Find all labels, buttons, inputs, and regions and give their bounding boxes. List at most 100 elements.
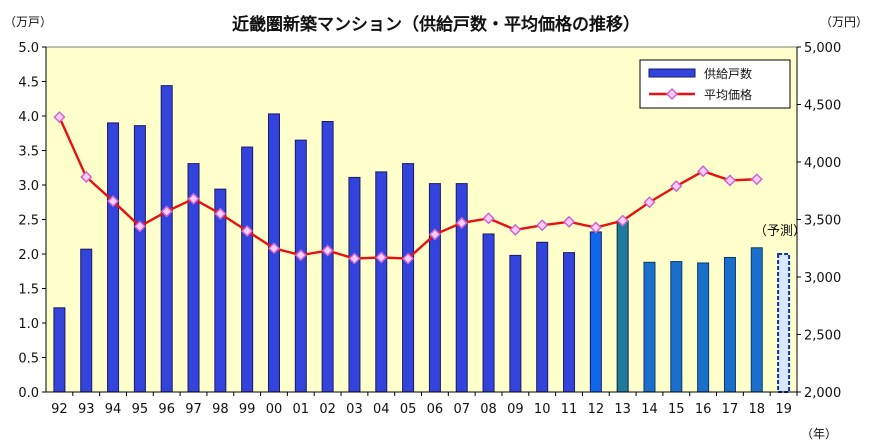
bar (670, 261, 683, 393)
price-point (160, 205, 173, 218)
legend-box (639, 59, 791, 109)
price-point (53, 111, 66, 124)
x-tick-label: 14 (641, 402, 658, 417)
left-tick-label: 1.0 (18, 317, 39, 332)
bar (563, 252, 576, 393)
legend-bar-label: 供給戸数 (704, 66, 752, 81)
x-tick-label: 11 (561, 402, 578, 417)
bar (160, 85, 173, 393)
right-tick-label: 3,000 (804, 271, 841, 286)
x-tick-label: 92 (51, 402, 68, 417)
bar (294, 139, 307, 393)
price-point (133, 220, 146, 233)
price-point (428, 228, 441, 241)
x-tick-label: 93 (78, 402, 95, 417)
bar (723, 256, 736, 393)
price-point (375, 251, 388, 264)
bar (348, 176, 361, 393)
bar (616, 220, 629, 393)
bar-forecast (777, 253, 791, 393)
price-point (723, 174, 737, 187)
x-tick-label: 00 (266, 402, 283, 417)
legend-line-marker (665, 87, 679, 101)
price-point (348, 252, 361, 265)
x-tick-label: 12 (588, 402, 605, 417)
left-tick-label: 2.0 (18, 248, 39, 263)
bar (80, 248, 93, 393)
x-tick-label: 07 (453, 402, 470, 417)
bar (589, 231, 602, 393)
legend-bar-swatch (648, 68, 696, 78)
left-tick-label: 5.0 (18, 41, 39, 56)
price-point (106, 195, 120, 208)
x-tick-label: 98 (212, 402, 229, 417)
price-point (562, 215, 576, 228)
price-point (214, 207, 227, 220)
x-tick-label: 16 (695, 402, 712, 417)
x-tick-label: 15 (668, 402, 685, 417)
left-tick-label: 4.5 (18, 76, 39, 91)
price-point (80, 170, 93, 184)
price-point (241, 224, 254, 238)
bar (643, 261, 656, 393)
x-tick-label: 06 (427, 402, 444, 417)
x-tick-label: 04 (373, 402, 390, 417)
forecast-annotation: （予測） (754, 224, 806, 239)
x-tick-label: 95 (132, 402, 149, 417)
x-tick-label: 13 (614, 402, 631, 417)
bar (133, 125, 146, 393)
x-tick-label: 99 (239, 402, 256, 417)
left-tick-label: 3.0 (18, 179, 39, 194)
price-point (294, 249, 307, 262)
bar (241, 146, 254, 393)
price-point (509, 223, 522, 236)
bar (428, 183, 441, 393)
x-tick-label: 94 (105, 402, 122, 417)
x-tick-label: 02 (319, 402, 336, 417)
x-tick-label: 19 (775, 402, 792, 417)
price-point (670, 180, 683, 193)
x-tick-label: 03 (346, 402, 363, 417)
right-axis-unit: （万円） (820, 15, 868, 29)
price-point (643, 196, 656, 209)
left-tick-label: 2.5 (18, 214, 39, 229)
legend-line-label: 平均価格 (704, 87, 752, 102)
bar (482, 233, 495, 393)
bar (321, 121, 334, 393)
left-tick-label: 4.0 (18, 110, 39, 125)
price-point (402, 252, 415, 265)
legend: 供給戸数 平均価格 (639, 59, 791, 109)
bar (402, 163, 415, 393)
left-tick-label: 3.5 (18, 145, 39, 160)
x-tick-label: 10 (534, 402, 551, 417)
x-axis-unit: （年） (801, 427, 837, 441)
price-point (589, 221, 602, 234)
x-tick-label: 17 (722, 402, 739, 417)
x-tick-label: 05 (400, 402, 417, 417)
price-point (267, 242, 281, 255)
x-tick-label: 01 (293, 402, 310, 417)
price-point (482, 212, 495, 225)
price-point (455, 216, 468, 230)
bar (697, 262, 710, 393)
x-tick-label: 09 (507, 402, 524, 417)
bar (455, 183, 468, 393)
right-tick-label: 4,000 (804, 156, 841, 171)
left-tick-label: 1.5 (18, 283, 39, 298)
price-point (697, 165, 710, 178)
bar (536, 241, 549, 393)
bar (107, 122, 120, 393)
price-point (187, 192, 200, 205)
price-point (536, 219, 549, 232)
bar (750, 247, 763, 393)
x-tick-label: 18 (748, 402, 765, 417)
x-tick-label: 97 (185, 402, 202, 417)
left-tick-label: 0.0 (18, 386, 39, 401)
left-axis-unit: （万戸） (4, 15, 52, 29)
bar (509, 254, 522, 393)
x-tick-label: 08 (480, 402, 497, 417)
chart-title: 近畿圏新築マンション（供給戸数・平均価格の推移） (232, 14, 640, 35)
x-tick-label: 96 (158, 402, 175, 417)
